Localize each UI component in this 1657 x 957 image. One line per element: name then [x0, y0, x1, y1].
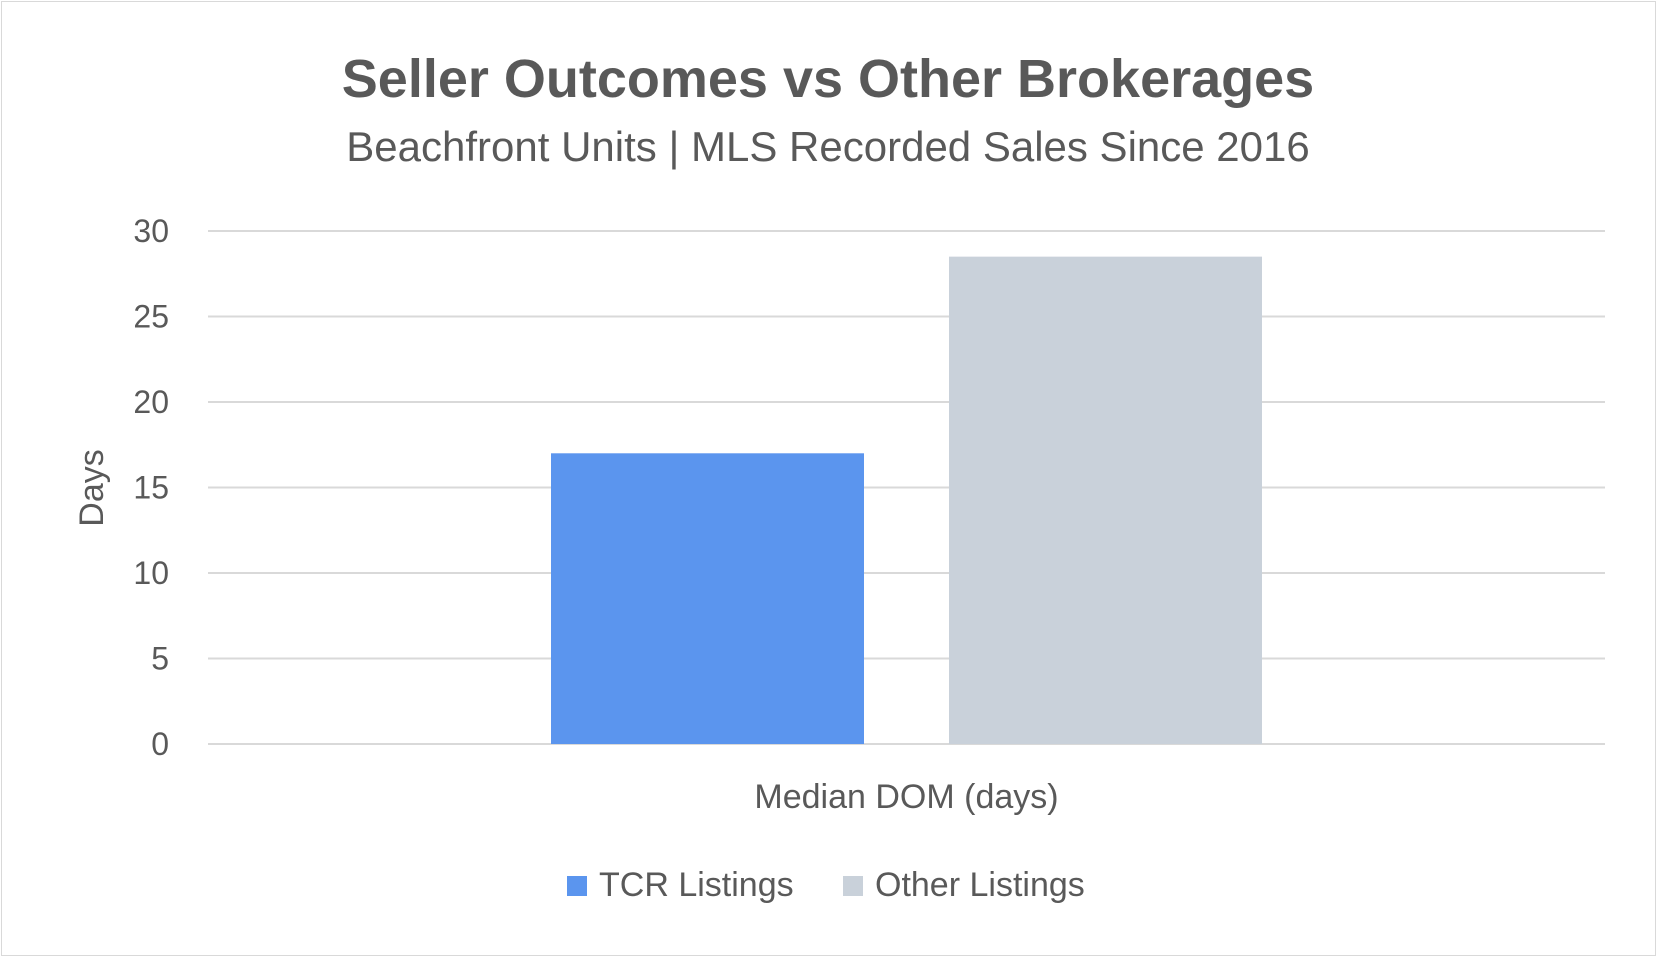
y-tick-label: 20 — [133, 384, 169, 420]
x-category-label: Median DOM (days) — [754, 778, 1058, 816]
bar-other-listings[interactable] — [949, 256, 1262, 744]
chart-title: Seller Outcomes vs Other Brokerages — [342, 49, 1314, 109]
y-axis-title: Days — [73, 449, 111, 526]
bar-tcr-listings[interactable] — [551, 453, 864, 744]
legend-swatch — [567, 876, 587, 896]
gridlines — [208, 230, 1605, 745]
bars — [551, 256, 1262, 744]
legend-label: TCR Listings — [599, 866, 794, 904]
legend-swatch — [843, 876, 863, 896]
y-tick-label: 30 — [133, 213, 169, 249]
y-tick-label: 5 — [151, 641, 169, 677]
y-tick-label: 10 — [133, 555, 169, 591]
x-axis-ticks: Median DOM (days) — [754, 778, 1058, 816]
y-axis-ticks: 0 5 10 15 20 25 30 — [133, 213, 169, 762]
y-tick-label: 15 — [133, 470, 169, 506]
legend-label: Other Listings — [875, 866, 1085, 904]
chart-subtitle: Beachfront Units | MLS Recorded Sales Si… — [346, 123, 1309, 170]
y-tick-label: 0 — [151, 726, 169, 762]
legend[interactable]: TCR Listings Other Listings — [567, 866, 1085, 904]
y-tick-label: 25 — [133, 299, 169, 335]
